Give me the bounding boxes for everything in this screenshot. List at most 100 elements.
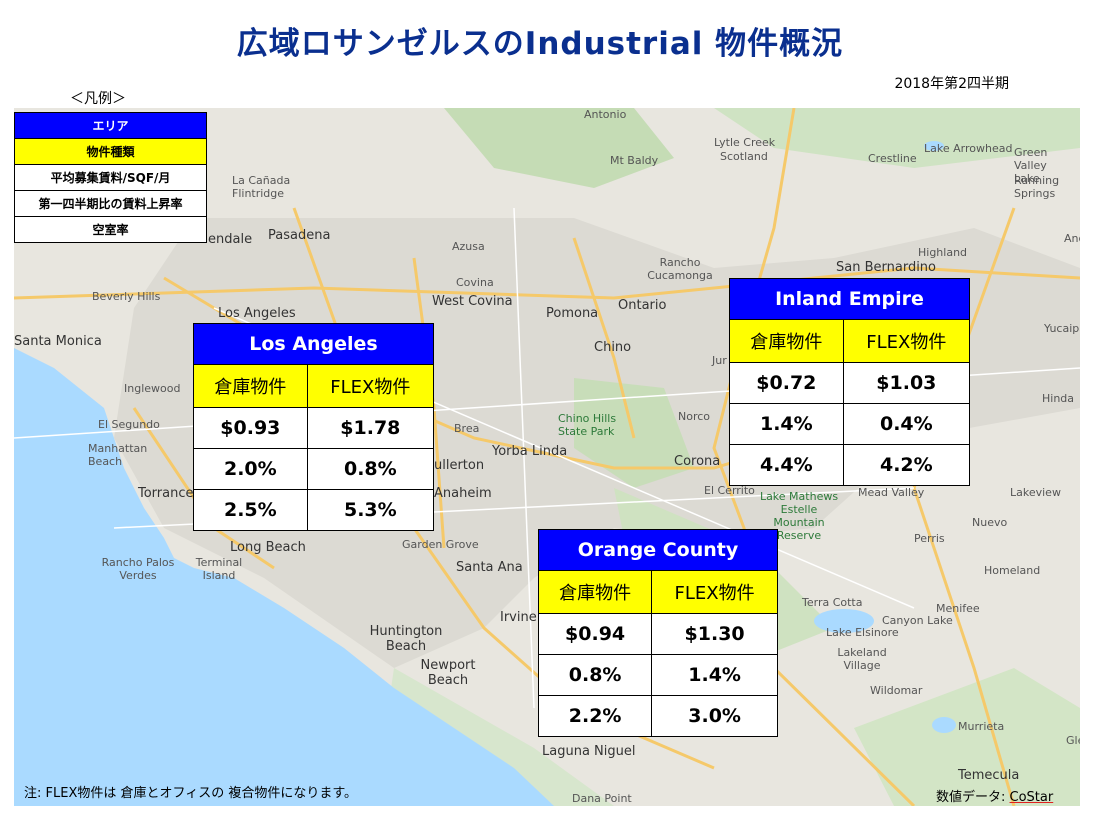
place-label: La Cañada Flintridge	[232, 174, 291, 200]
place-label: Brea	[454, 422, 480, 435]
region-table-inland-empire: Inland Empire 倉庫物件 FLEX物件 $0.72 $1.03 1.4%…	[729, 278, 971, 486]
place-label: Long Beach	[230, 540, 306, 555]
region-name: Orange County	[538, 529, 778, 571]
rent-flex: $1.03	[842, 362, 971, 404]
place-label: ullerton	[434, 458, 485, 473]
place-label: El Cerrito	[704, 484, 755, 497]
vacancy-warehouse: 2.5%	[193, 489, 308, 531]
place-label: Hinda	[1042, 392, 1075, 405]
place-label: Temecula	[958, 768, 1020, 783]
region-name: Los Angeles	[193, 323, 434, 365]
footnote: 注: FLEX物件は 倉庫とオフィスの 複合物件になります。	[24, 786, 358, 801]
place-label: Yorba Linda	[492, 444, 568, 459]
growth-warehouse: 1.4%	[729, 403, 844, 445]
place-label: Rancho Cucamonga	[647, 256, 713, 282]
place-label: Newport Beach	[420, 658, 476, 688]
place-label: Jur	[712, 354, 727, 367]
place-label: Santa Ana	[456, 560, 523, 575]
place-label: Lake Arrowhead	[924, 142, 1013, 155]
rent-warehouse: $0.93	[193, 407, 308, 449]
vacancy-flex: 4.2%	[842, 444, 971, 486]
place-label: Lakeview	[1010, 486, 1061, 499]
rent-flex: $1.30	[651, 613, 778, 655]
place-label: Azusa	[452, 240, 485, 253]
place-label: West Covina	[432, 294, 513, 309]
place-label: Crestline	[868, 152, 917, 165]
type-warehouse: 倉庫物件	[193, 364, 308, 408]
place-label: Chino	[594, 340, 632, 355]
place-label: Ande	[1064, 232, 1080, 245]
place-label: Irvine	[500, 610, 537, 625]
type-warehouse: 倉庫物件	[537, 570, 653, 614]
place-label: Ontario	[618, 298, 667, 313]
place-label: Yucaipa	[1044, 322, 1080, 335]
rent-warehouse: $0.72	[729, 362, 844, 404]
vacancy-flex: 5.3%	[306, 489, 435, 531]
place-label: Los Angeles	[218, 306, 296, 321]
place-label: Nuevo	[972, 516, 1008, 529]
place-label: Covina	[456, 276, 494, 289]
vacancy-warehouse: 2.2%	[537, 695, 653, 737]
legend-heading: ＜凡例＞	[70, 91, 126, 107]
legend-rent-growth: 第一四半期比の賃料上昇率	[14, 190, 207, 217]
period-label: 2018年第2四半期	[894, 76, 1009, 92]
place-label: Laguna Niguel	[542, 744, 636, 759]
rent-warehouse: $0.94	[537, 613, 653, 655]
place-label: Green Valley Lake	[1014, 146, 1048, 185]
place-label: Canyon Lake	[882, 614, 953, 627]
place-label: Corona	[674, 454, 721, 469]
place-label: Anaheim	[434, 486, 492, 501]
place-label: Mt Baldy	[610, 154, 659, 167]
place-label: Manhattan Beach	[88, 442, 148, 468]
place-label: Inglewood	[124, 382, 181, 395]
region-table-orange-county: Orange County 倉庫物件 FLEX物件 $0.94 $1.30 0.8%…	[537, 529, 778, 737]
place-label: Lytle Creek	[714, 136, 776, 149]
growth-flex: 1.4%	[651, 654, 778, 696]
source-name: CoStar	[1009, 790, 1054, 805]
place-label: Chino Hills State Park	[558, 412, 617, 438]
place-label: Terminal Island	[195, 556, 243, 582]
growth-warehouse: 0.8%	[537, 654, 653, 696]
vacancy-flex: 3.0%	[651, 695, 778, 737]
place-label: Terra Cotta	[802, 596, 863, 609]
place-label: Dana Point	[572, 792, 632, 805]
place-label: Running Springs	[1014, 174, 1060, 200]
place-label: Murrieta	[958, 720, 1005, 733]
source-label: 数値データ:	[936, 790, 1010, 805]
legend-vacancy: 空室率	[14, 216, 207, 243]
type-flex: FLEX物件	[842, 319, 971, 363]
place-label: Glen	[1066, 734, 1080, 747]
place-label: Pasadena	[268, 228, 331, 243]
place-label: Menifee	[936, 602, 980, 615]
place-label: Lakeland Village	[837, 646, 887, 672]
type-warehouse: 倉庫物件	[729, 319, 844, 363]
legend-property-type: 物件種類	[14, 138, 207, 165]
place-label: Wildomar	[870, 684, 923, 697]
place-label: Antonio	[584, 108, 627, 121]
place-label: Norco	[678, 410, 711, 423]
region-name: Inland Empire	[729, 278, 970, 320]
place-label: Highland	[918, 246, 968, 259]
place-label: Santa Monica	[14, 334, 102, 349]
place-label: Lake Mathews Estelle Mountain Reserve	[759, 490, 839, 542]
growth-warehouse: 2.0%	[193, 448, 308, 490]
place-label: Garden Grove	[402, 538, 479, 551]
growth-flex: 0.8%	[306, 448, 435, 490]
page-title: 広域ロサンゼルスのIndustrial 物件概況	[236, 26, 844, 62]
place-label: Mead Valley	[858, 486, 925, 499]
legend-area: エリア	[14, 112, 207, 139]
place-label: Huntington Beach	[369, 624, 443, 654]
place-label: Lake Elsinore	[826, 626, 899, 639]
place-label: Torrance	[138, 486, 194, 501]
region-table-los-angeles: Los Angeles 倉庫物件 FLEX物件 $0.93 $1.78 2.0% 0.…	[193, 323, 435, 531]
type-flex: FLEX物件	[651, 570, 778, 614]
place-label: San Bernardino	[836, 260, 937, 275]
rent-flex: $1.78	[306, 407, 435, 449]
data-source: 数値データ: CoStar	[936, 786, 1053, 805]
place-label: Scotland	[720, 150, 768, 163]
place-label: Perris	[914, 532, 945, 545]
vacancy-warehouse: 4.4%	[729, 444, 844, 486]
place-label: Homeland	[984, 564, 1041, 577]
type-flex: FLEX物件	[306, 364, 435, 408]
place-label: Pomona	[546, 306, 599, 321]
